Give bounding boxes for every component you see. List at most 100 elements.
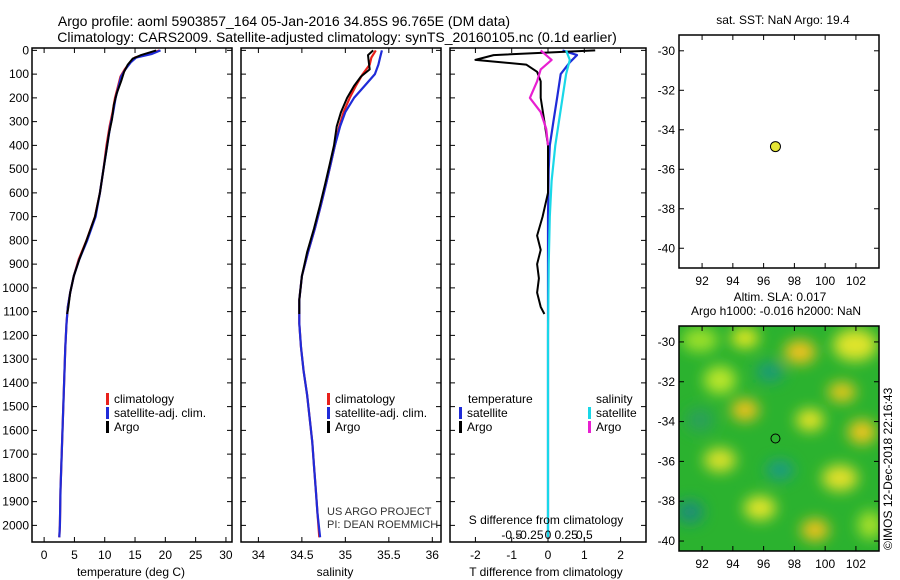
map-x-tick-label: 100 (815, 557, 835, 571)
x-tick-label: 25 (189, 548, 203, 562)
legend-label-s-satellite: satellite (596, 406, 637, 420)
profile-location-marker (769, 141, 781, 153)
x-tick-label: 2 (617, 548, 624, 562)
map-x-tick-label: 98 (788, 557, 802, 571)
series-line-difference-2 (546, 50, 571, 538)
legend-label-satellite: satellite-adj. clim. (114, 406, 206, 420)
map-y-tick-label: -34 (658, 123, 676, 137)
chart-title-line2: Climatology: CARS2009. Satellite-adjuste… (57, 29, 617, 45)
y-tick-label: 1300 (2, 352, 29, 366)
legend-swatch-t-satellite (459, 407, 462, 419)
legend-title-salinity: salinity (596, 392, 633, 406)
y-tick-label: 1100 (3, 305, 29, 319)
legend-label-argo: Argo (335, 420, 361, 434)
map-x-tick-label: 96 (757, 557, 771, 571)
x2-tick-label: -0.25 (516, 528, 544, 542)
map-y-tick-label: -30 (658, 335, 676, 349)
legend-label-t-argo: Argo (467, 420, 493, 434)
map-x-tick-label: 96 (757, 274, 771, 288)
y-tick-label: 700 (9, 210, 29, 224)
x2-tick-label: -0.5 (501, 528, 522, 542)
y-tick-label: 200 (9, 91, 29, 105)
x2-tick-label: 0.25 (554, 528, 578, 542)
x-tick-label: 34 (252, 548, 266, 562)
series-line-difference-0 (546, 49, 579, 538)
legend-swatch-argo (327, 421, 330, 433)
x-tick-label: 34.5 (290, 548, 314, 562)
map-y-tick-label: -36 (658, 454, 676, 468)
x-tick-label: -1 (506, 548, 517, 562)
x-tick-label: 5 (71, 548, 78, 562)
legend-swatch-satellite (327, 407, 330, 419)
pi-credit-line2: PI: DEAN ROEMMICH (327, 519, 438, 531)
y-tick-label: 1900 (2, 495, 29, 509)
map-y-tick-label: -36 (658, 162, 676, 176)
map-y-tick-label: -38 (658, 202, 676, 216)
map-x-tick-label: 92 (695, 274, 709, 288)
y-tick-label: 1200 (2, 328, 29, 342)
y-tick-label: 600 (9, 186, 29, 200)
map-x-tick-label: 102 (846, 274, 866, 288)
map-y-tick-label: -30 (658, 44, 676, 58)
x-tick-label: 20 (159, 548, 173, 562)
y-tick-label: 1600 (2, 423, 29, 437)
sst-map-title: sat. SST: NaN Argo: 19.4 (716, 13, 850, 27)
y-tick-label: 0 (22, 43, 29, 57)
y-tick-label: 900 (9, 257, 29, 271)
temperature-legend: climatology satellite-adj. clim. Argo (106, 392, 206, 434)
difference-xlabel2: S difference from climatology (469, 513, 624, 527)
map-y-tick-label: -34 (658, 415, 676, 429)
x-tick-label: 35 (339, 548, 353, 562)
difference-xlabel: T difference from climatology (469, 565, 623, 579)
temperature-xlabel: temperature (deg C) (77, 565, 185, 579)
x2-tick-label: 0 (545, 528, 552, 542)
legend-title-temperature: temperature (468, 392, 533, 406)
series-line-difference-3 (528, 49, 553, 146)
map-y-tick-label: -40 (658, 534, 676, 548)
temperature-axes (31, 47, 233, 543)
map-x-tick-label: 100 (815, 274, 835, 288)
series-line-salinity-1 (298, 50, 383, 538)
legend-label-climatology: climatology (114, 392, 174, 406)
map-y-tick-label: -38 (658, 494, 676, 508)
map-x-tick-label: 102 (846, 557, 866, 571)
y-tick-label: 2000 (2, 518, 29, 532)
map-x-tick-label: 98 (788, 274, 802, 288)
series-line-salinity-2 (298, 49, 374, 314)
y-tick-label: 1700 (2, 447, 29, 461)
difference-legend: temperature satellite Argo salinity sate… (459, 392, 637, 434)
x-tick-label: 36 (426, 548, 440, 562)
map-y-tick-label: -32 (658, 375, 676, 389)
legend-swatch-climatology (327, 393, 330, 405)
legend-label-argo: Argo (114, 420, 140, 434)
y-tick-label: 1400 (2, 376, 29, 390)
x-tick-label: 15 (128, 548, 142, 562)
pi-credit-line1: US ARGO PROJECT (327, 506, 432, 518)
map-x-tick-label: 94 (726, 557, 740, 571)
legend-label-s-argo: Argo (596, 420, 622, 434)
x-tick-label: 0 (545, 548, 552, 562)
x-tick-label: 35.5 (377, 548, 401, 562)
y-tick-label: 1500 (2, 400, 29, 414)
x-tick-label: 30 (219, 548, 233, 562)
map-y-tick-label: -40 (658, 241, 676, 255)
map-x-tick-label: 94 (726, 274, 740, 288)
y-tick-label: 300 (9, 115, 29, 129)
sla-map-axes (678, 325, 880, 552)
sla-map-title: Altim. SLA: 0.017 (734, 290, 827, 304)
salinity-axes (240, 47, 442, 543)
salinity-legend: climatology satellite-adj. clim. Argo (327, 392, 427, 434)
legend-swatch-t-argo (459, 421, 462, 433)
legend-swatch-satellite (106, 407, 109, 419)
y-tick-label: 500 (9, 162, 29, 176)
legend-label-t-satellite: satellite (467, 406, 508, 420)
legend-label-climatology: climatology (335, 392, 395, 406)
imos-credit: ©IMOS 12-Dec-2018 22:16:43 (881, 387, 895, 550)
x-tick-label: -2 (470, 548, 481, 562)
y-tick-label: 1800 (2, 471, 29, 485)
sst-map-axes (678, 34, 880, 269)
legend-swatch-argo (106, 421, 109, 433)
sla-heatmap (679, 326, 879, 551)
series-line-temperature-0 (58, 49, 160, 538)
